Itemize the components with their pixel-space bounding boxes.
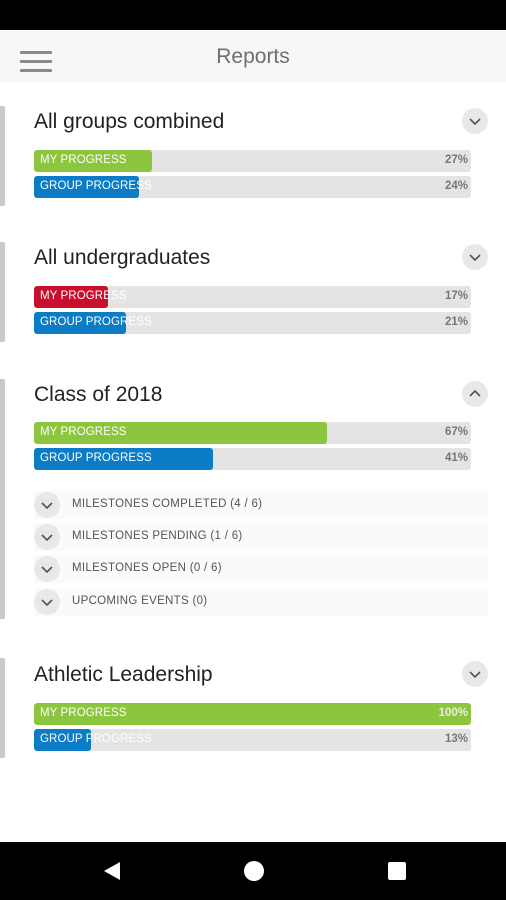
expand-toggle[interactable]	[462, 244, 488, 270]
card-accent	[0, 242, 5, 342]
expand-toggle[interactable]	[34, 492, 60, 518]
report-card-class-of-2018: Class of 2018 MY PROGRESS 67% GROUP PROG…	[0, 357, 506, 639]
back-triangle-icon	[104, 862, 120, 880]
milestones-open-row[interactable]: MILESTONES OPEN (0 / 6)	[34, 555, 488, 583]
group-progress-percent: 13%	[444, 733, 468, 745]
card-title: All undergraduates	[34, 246, 211, 269]
card-title: Athletic Leadership	[34, 663, 213, 686]
hamburger-menu-icon[interactable]	[20, 51, 52, 73]
card-accent	[0, 379, 5, 619]
chevron-down-icon	[469, 671, 481, 679]
my-progress-label: MY PROGRESS	[40, 154, 127, 166]
milestone-label: MILESTONES COMPLETED (4 / 6)	[72, 498, 263, 510]
system-nav-bar	[0, 842, 506, 900]
group-progress-bar: GROUP PROGRESS 21%	[34, 312, 471, 334]
collapse-toggle[interactable]	[462, 381, 488, 407]
chevron-down-icon	[41, 502, 53, 510]
my-progress-bar: MY PROGRESS 100%	[34, 703, 471, 725]
group-progress-fill	[34, 448, 214, 470]
group-progress-fill	[34, 729, 91, 751]
reports-list[interactable]: All groups combined MY PROGRESS 27% GROU…	[0, 82, 506, 842]
my-progress-label: MY PROGRESS	[40, 426, 127, 438]
chevron-down-icon	[41, 599, 53, 607]
expand-toggle[interactable]	[462, 108, 488, 134]
my-progress-fill	[34, 703, 471, 725]
milestones-pending-row[interactable]: MILESTONES PENDING (1 / 6)	[34, 523, 488, 551]
group-progress-bar: GROUP PROGRESS 13%	[34, 729, 471, 751]
group-progress-percent: 21%	[444, 316, 468, 328]
chevron-down-icon	[41, 534, 53, 542]
upcoming-events-row[interactable]: UPCOMING EVENTS (0)	[34, 588, 488, 616]
my-progress-percent: 17%	[444, 290, 468, 302]
group-progress-percent: 24%	[444, 180, 468, 192]
my-progress-bar: MY PROGRESS 17%	[34, 286, 471, 308]
my-progress-bar: MY PROGRESS 27%	[34, 150, 471, 172]
card-accent	[0, 658, 5, 758]
my-progress-percent: 67%	[444, 426, 468, 438]
group-progress-label: GROUP PROGRESS	[40, 452, 152, 464]
expand-toggle[interactable]	[34, 556, 60, 582]
report-card-all-groups: All groups combined MY PROGRESS 27% GROU…	[0, 82, 506, 221]
my-progress-label: MY PROGRESS	[40, 290, 127, 302]
expand-toggle[interactable]	[462, 661, 488, 687]
my-progress-label: MY PROGRESS	[40, 707, 127, 719]
group-progress-label: GROUP PROGRESS	[40, 733, 152, 745]
milestones-completed-row[interactable]: MILESTONES COMPLETED (4 / 6)	[34, 491, 488, 519]
chevron-up-icon	[469, 389, 481, 397]
nav-recents-button[interactable]	[385, 859, 409, 883]
my-progress-bar: MY PROGRESS 67%	[34, 422, 471, 444]
page-title: Reports	[216, 45, 290, 68]
milestone-label: UPCOMING EVENTS (0)	[72, 595, 208, 607]
group-progress-bar: GROUP PROGRESS 41%	[34, 448, 471, 470]
nav-back-button[interactable]	[100, 859, 124, 883]
group-progress-percent: 41%	[444, 452, 468, 464]
app-bar: Reports	[0, 30, 506, 82]
recents-square-icon	[388, 862, 406, 880]
status-bar	[0, 0, 506, 30]
chevron-down-icon	[41, 566, 53, 574]
chevron-down-icon	[469, 118, 481, 126]
expand-toggle[interactable]	[34, 524, 60, 550]
report-card-athletic-leadership: Athletic Leadership MY PROGRESS 100% GRO…	[0, 638, 506, 778]
nav-home-button[interactable]	[242, 859, 266, 883]
group-progress-bar: GROUP PROGRESS 24%	[34, 176, 471, 198]
card-title: Class of 2018	[34, 383, 163, 406]
group-progress-fill	[34, 312, 126, 334]
chevron-down-icon	[469, 254, 481, 262]
milestone-label: MILESTONES PENDING (1 / 6)	[72, 530, 243, 542]
milestone-label: MILESTONES OPEN (0 / 6)	[72, 562, 222, 574]
report-card-all-undergraduates: All undergraduates MY PROGRESS 17% GROUP…	[0, 220, 506, 358]
group-progress-label: GROUP PROGRESS	[40, 316, 152, 328]
my-progress-percent: 100%	[438, 707, 468, 719]
my-progress-fill	[34, 422, 327, 444]
group-progress-label: GROUP PROGRESS	[40, 180, 152, 192]
home-circle-icon	[244, 861, 264, 881]
my-progress-percent: 27%	[444, 154, 468, 166]
expand-toggle[interactable]	[34, 589, 60, 615]
my-progress-fill	[34, 150, 152, 172]
group-progress-fill	[34, 176, 139, 198]
card-title: All groups combined	[34, 110, 225, 133]
card-accent	[0, 106, 5, 206]
my-progress-fill	[34, 286, 109, 308]
